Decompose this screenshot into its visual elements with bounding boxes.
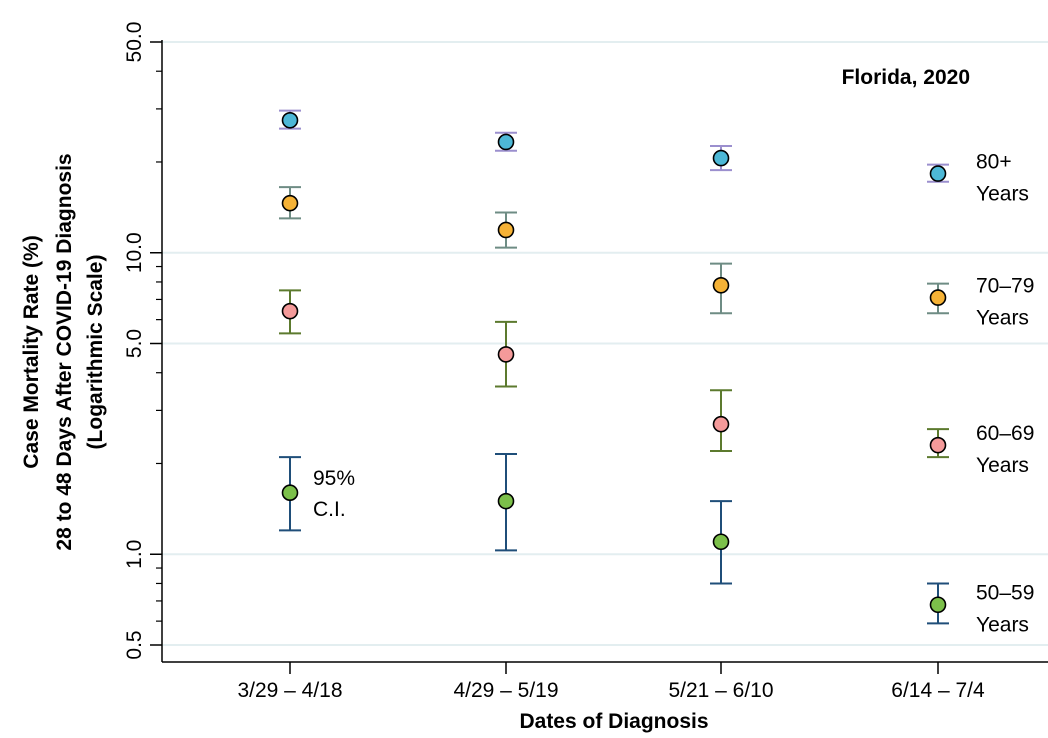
x-tick-label: 3/29 – 4/18: [237, 679, 342, 702]
data-point: [497, 346, 515, 363]
y-tick-label: 0.5: [123, 630, 146, 659]
data-point: [929, 596, 947, 614]
data-point: [497, 133, 515, 151]
y-axis-title-line-2: 28 to 48 Days After COVID-19 Diagnosis: [53, 153, 76, 550]
series-label-line-1: 70–79: [976, 275, 1034, 298]
series-label-line-2: Years: [976, 307, 1029, 330]
data-point: [281, 111, 299, 129]
x-tick-label: 6/14 – 7/4: [891, 679, 985, 702]
x-tick-label: 5/21 – 6/10: [668, 679, 773, 702]
x-ticks: 3/29 – 4/18 4/29 – 5/19 5/21 – 6/10 6/14 – …: [237, 662, 985, 702]
data-point: [929, 436, 947, 454]
ci-note-line-2: C.I.: [313, 498, 346, 521]
ci-note-line-1: 95%: [313, 467, 355, 490]
y-tick-label: 10.0: [123, 232, 146, 273]
y-tick-label: 1.0: [123, 540, 146, 569]
data-point: [281, 484, 299, 501]
series-labels: 80+ Years 70–79 Years 60–69 Years 50–59 Years: [976, 151, 1034, 637]
data-point: [281, 302, 299, 320]
grid-lines: [162, 41, 1048, 646]
data-point: [497, 221, 515, 239]
y-ticks: 0.5 1.0 5.0 10.0 50.0: [123, 22, 162, 660]
series-label-line-2: Years: [976, 614, 1029, 637]
data-point: [712, 415, 730, 433]
series-label-line-2: Years: [976, 183, 1029, 206]
data-points: [281, 111, 947, 614]
series-label-line-1: 60–69: [976, 422, 1034, 445]
series-label-line-1: 80+: [976, 151, 1012, 174]
axes: [161, 40, 1048, 663]
data-point: [712, 149, 730, 167]
x-tick-label: 4/29 – 5/19: [453, 679, 558, 702]
y-tick-label: 50.0: [123, 22, 146, 63]
series-label-line-2: Years: [976, 454, 1029, 477]
error-bars: [279, 109, 949, 625]
annotation-title: Florida, 2020: [842, 66, 970, 89]
data-point: [712, 276, 730, 294]
x-axis-title: Dates of Diagnosis: [519, 710, 708, 733]
y-axis-title: Case Mortality Rate (%) 28 to 48 Days Af…: [20, 153, 107, 550]
data-point: [281, 194, 299, 212]
data-point: [497, 492, 515, 510]
series-label-line-1: 50–59: [976, 582, 1034, 605]
data-point: [929, 289, 947, 306]
data-point: [712, 533, 730, 551]
data-point: [929, 165, 947, 182]
y-axis-title-line-3: (Logarithmic Scale): [84, 255, 107, 450]
y-tick-label: 5.0: [123, 329, 146, 358]
y-axis-title-line-1: Case Mortality Rate (%): [20, 235, 43, 468]
